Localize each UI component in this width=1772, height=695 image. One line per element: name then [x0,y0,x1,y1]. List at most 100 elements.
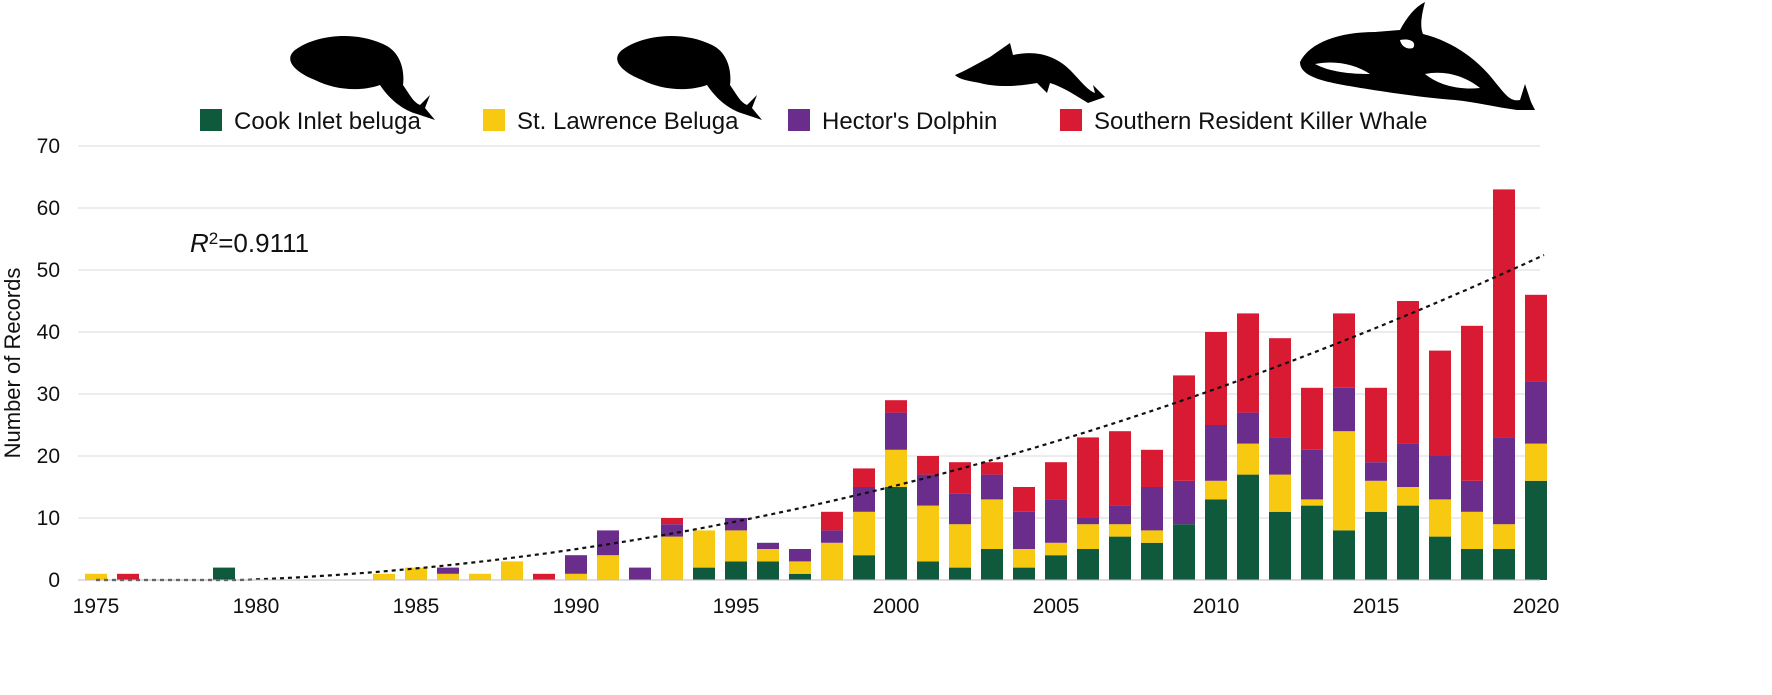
bar-segment [693,567,715,580]
bar-segment [213,567,235,580]
bar-segment [1269,437,1291,475]
legend: Cook Inlet beluga St. Lawrence Beluga Hect… [200,108,1428,135]
beluga-silhouette-icon [290,35,435,121]
bar-segment [661,536,683,580]
x-tick-label: 2010 [1193,595,1240,618]
bar-segment [1333,530,1355,580]
bar-segment [1237,474,1259,580]
bar-segment [1173,480,1195,525]
bar-segment [1461,549,1483,580]
bar-segment [949,493,971,525]
x-tick-label: 1995 [713,595,760,618]
bar-segment [789,549,811,562]
bar-segment [1429,456,1451,500]
bar-segment [1525,480,1547,580]
x-tick-label: 2000 [873,595,920,618]
bar-segment [117,573,139,580]
bar-segment [373,573,395,580]
bar-segment [1109,505,1131,525]
bar-segment [1397,505,1419,580]
y-tick-label: 0 [48,569,60,592]
bar-segment [917,474,939,506]
bar-segment [1205,480,1227,500]
bar-segment [981,549,1003,580]
bar-segment [1077,549,1099,580]
bar-segment [1109,524,1131,537]
bar-segment [1141,530,1163,543]
bar-segment [949,524,971,568]
legend-swatch [1060,109,1082,131]
bar-segment [1525,294,1547,382]
x-tick-label: 1980 [233,595,280,618]
bar-segment [1301,449,1323,500]
bar-segment [853,511,875,556]
bar-segment [1493,549,1515,580]
bar-segment [1493,189,1515,438]
legend-item: Southern Resident Killer Whale [1060,108,1428,135]
bar-segment [981,499,1003,549]
bar-segment [1301,499,1323,506]
bar-segment [949,567,971,580]
bar-segment [1269,511,1291,580]
bar-segment [1429,536,1451,580]
bar-segment [885,449,907,487]
bar-segment [917,456,939,475]
r-squared-sup: 2 [209,229,218,248]
bar-segment [1045,555,1067,580]
bar-segment [1333,431,1355,531]
bar-segment [789,573,811,580]
bar-segment [533,573,555,580]
dolphin-silhouette-icon [955,43,1105,103]
bar-segment [629,567,651,580]
x-tick-label: 1975 [73,595,120,618]
r-squared-value: =0.9111 [218,228,309,258]
bar-segment [1461,480,1483,512]
x-ticks: 1975 1980 1985 1990 1995 2000 2005 2010 2015 2020 [73,595,1560,618]
x-tick-label: 1990 [553,595,600,618]
y-tick-label: 10 [37,507,60,530]
y-tick-label: 20 [37,445,60,468]
bar-segment [1269,474,1291,512]
bar-segment [917,505,939,562]
legend-item: St. Lawrence Beluga [483,108,739,135]
r-squared-prefix: R [190,228,209,258]
bar-segment [1173,375,1195,481]
bar-segment [1429,499,1451,537]
bar-segment [469,573,491,580]
bar-segment [437,573,459,580]
bar-segment [821,542,843,580]
y-tick-label: 50 [37,259,60,282]
x-tick-label: 2020 [1513,595,1560,618]
bar-segment [597,530,619,556]
bars [85,189,1547,580]
bar-segment [693,530,715,568]
bar-segment [757,549,779,562]
bar-segment [1141,449,1163,487]
x-tick-label: 1985 [393,595,440,618]
bar-segment [1493,524,1515,549]
bar-segment [405,567,427,580]
bar-segment [1301,387,1323,450]
bar-segment [565,555,587,574]
bar-segment [725,530,747,562]
bar-segment [853,468,875,487]
bar-segment [1077,437,1099,518]
bar-segment [1013,567,1035,580]
bar-segment [1205,499,1227,580]
bar-segment [1237,443,1259,475]
y-tick-label: 30 [37,383,60,406]
bar-segment [1333,313,1355,388]
bar-segment [501,561,523,580]
bar-segment [757,561,779,580]
bar-segment [1045,462,1067,500]
grid [78,145,1540,519]
bar-segment [1333,387,1355,432]
bar-segment [1077,524,1099,549]
bar-segment [1493,437,1515,525]
bar-segment [1237,313,1259,413]
bar-segment [1141,487,1163,531]
bar-segment [437,567,459,574]
bar-segment [1525,443,1547,481]
bar-segment [1013,511,1035,549]
bar-segment [1045,499,1067,543]
